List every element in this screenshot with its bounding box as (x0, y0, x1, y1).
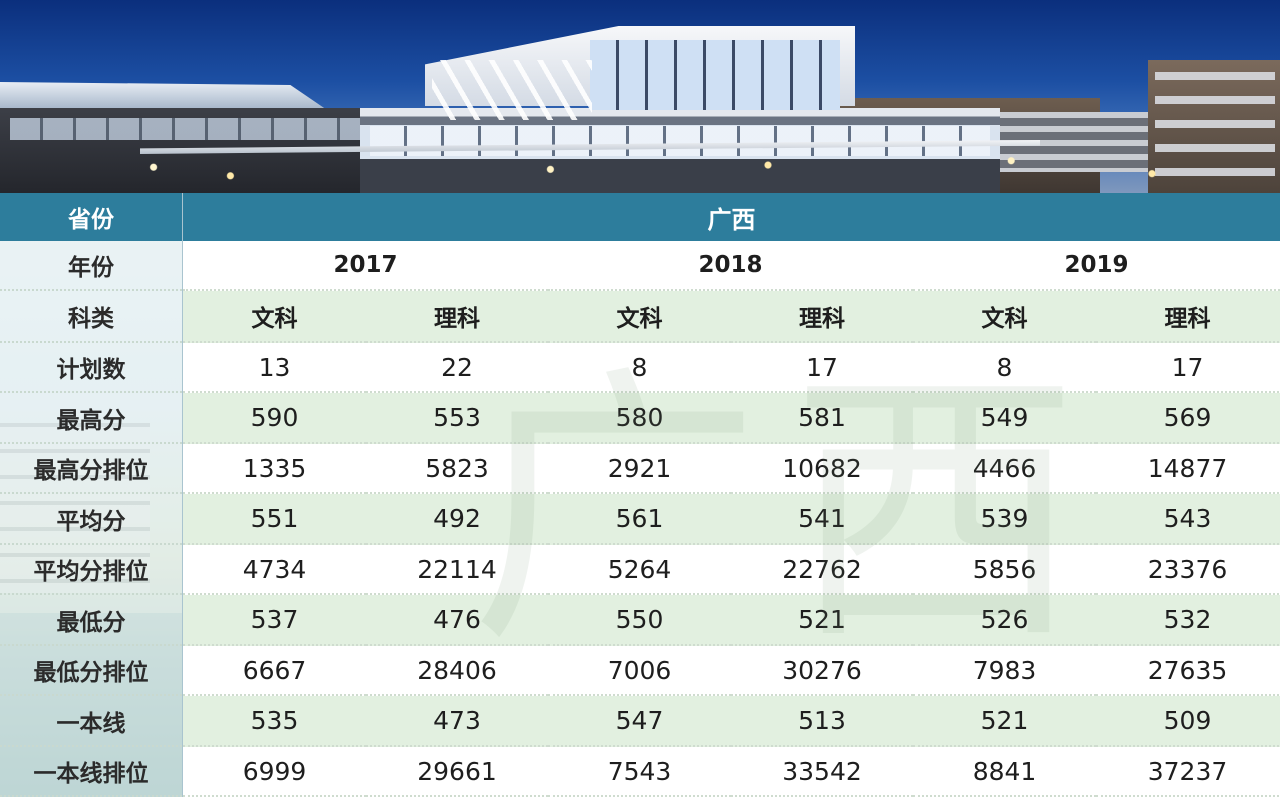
year-2017: 2017 (183, 241, 548, 291)
subject-row: 科类 文科 理科 文科 理科 文科 理科 (0, 291, 1280, 343)
admission-score-table: 省份 广西 年份 2017 2018 2019 科类 文科 理科 文科 理科 文… (0, 193, 1280, 797)
value-cell: 7543 (548, 747, 731, 797)
value-cell: 543 (1096, 494, 1279, 545)
value-cell: 521 (731, 595, 913, 646)
year-2019: 2019 (913, 241, 1280, 291)
subject-cell: 文科 (548, 291, 731, 343)
table-row: 平均分 551 492 561 541 539 543 (0, 494, 1280, 545)
value-cell: 2921 (548, 444, 731, 494)
value-cell: 537 (183, 595, 366, 646)
row-header: 一本线 (0, 696, 182, 747)
table-row: 最高分 590 553 580 581 549 569 (0, 393, 1280, 444)
campus-banner-image (0, 0, 1280, 193)
subject-cell: 文科 (183, 291, 366, 343)
row-header: 最高分 (0, 393, 182, 444)
row-header: 计划数 (0, 343, 182, 393)
row-header: 平均分排位 (0, 545, 182, 595)
value-cell: 561 (548, 494, 731, 545)
row-header: 平均分 (0, 494, 182, 545)
subject-cell: 理科 (366, 291, 548, 343)
value-cell: 8 (548, 343, 731, 393)
value-cell: 569 (1096, 393, 1279, 444)
value-cell: 4466 (913, 444, 1096, 494)
value-cell: 590 (183, 393, 366, 444)
table-row: 最低分 537 476 550 521 526 532 (0, 595, 1280, 646)
value-cell: 521 (913, 696, 1096, 747)
row-header: 最低分排位 (0, 646, 182, 696)
value-cell: 553 (366, 393, 548, 444)
value-cell: 532 (1096, 595, 1279, 646)
value-cell: 4734 (183, 545, 366, 595)
table-row: 最高分排位 1335 5823 2921 10682 4466 14877 (0, 444, 1280, 494)
value-cell: 22762 (731, 545, 913, 595)
value-cell: 551 (183, 494, 366, 545)
value-cell: 10682 (731, 444, 913, 494)
value-cell: 549 (913, 393, 1096, 444)
value-cell: 37237 (1096, 747, 1279, 797)
value-cell: 23376 (1096, 545, 1279, 595)
value-cell: 17 (1096, 343, 1279, 393)
column-divider (182, 193, 183, 797)
value-cell: 535 (183, 696, 366, 747)
value-cell: 6999 (183, 747, 366, 797)
value-cell: 30276 (731, 646, 913, 696)
value-cell: 541 (731, 494, 913, 545)
value-cell: 550 (548, 595, 731, 646)
value-cell: 8841 (913, 747, 1096, 797)
value-cell: 581 (731, 393, 913, 444)
value-cell: 22 (366, 343, 548, 393)
year-2018: 2018 (548, 241, 913, 291)
row-header: 一本线排位 (0, 747, 182, 797)
row-header: 最低分 (0, 595, 182, 646)
value-cell: 509 (1096, 696, 1279, 747)
province-row: 省份 广西 (0, 193, 1280, 241)
subject-cell: 理科 (731, 291, 913, 343)
value-cell: 14877 (1096, 444, 1279, 494)
value-cell: 22114 (366, 545, 548, 595)
value-cell: 539 (913, 494, 1096, 545)
value-cell: 8 (913, 343, 1096, 393)
value-cell: 5856 (913, 545, 1096, 595)
year-row: 年份 2017 2018 2019 (0, 241, 1280, 291)
value-cell: 473 (366, 696, 548, 747)
value-cell: 7983 (913, 646, 1096, 696)
row-header: 最高分排位 (0, 444, 182, 494)
value-cell: 5823 (366, 444, 548, 494)
table-row: 平均分排位 4734 22114 5264 22762 5856 23376 (0, 545, 1280, 595)
subject-header: 科类 (0, 291, 182, 343)
value-cell: 28406 (366, 646, 548, 696)
table-row: 最低分排位 6667 28406 7006 30276 7983 27635 (0, 646, 1280, 696)
value-cell: 17 (731, 343, 913, 393)
value-cell: 513 (731, 696, 913, 747)
subject-cell: 理科 (1096, 291, 1279, 343)
value-cell: 6667 (183, 646, 366, 696)
table-row: 一本线排位 6999 29661 7543 33542 8841 37237 (0, 747, 1280, 797)
value-cell: 13 (183, 343, 366, 393)
value-cell: 476 (366, 595, 548, 646)
subject-cell: 文科 (913, 291, 1096, 343)
value-cell: 580 (548, 393, 731, 444)
table-row: 计划数 13 22 8 17 8 17 (0, 343, 1280, 393)
value-cell: 33542 (731, 747, 913, 797)
value-cell: 7006 (548, 646, 731, 696)
value-cell: 5264 (548, 545, 731, 595)
value-cell: 1335 (183, 444, 366, 494)
value-cell: 27635 (1096, 646, 1279, 696)
value-cell: 492 (366, 494, 548, 545)
table-row: 一本线 535 473 547 513 521 509 (0, 696, 1280, 747)
value-cell: 547 (548, 696, 731, 747)
province-value: 广西 (707, 205, 756, 234)
province-header: 省份 (0, 193, 182, 241)
value-cell: 29661 (366, 747, 548, 797)
year-header: 年份 (0, 241, 182, 291)
value-cell: 526 (913, 595, 1096, 646)
